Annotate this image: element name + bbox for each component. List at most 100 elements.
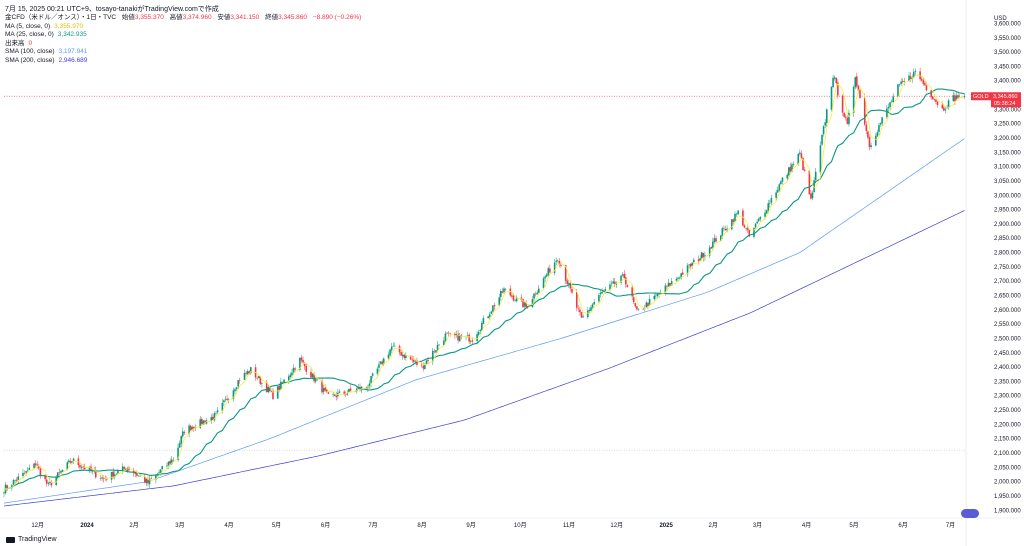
candle-body[interactable]: [737, 210, 739, 215]
candle-body[interactable]: [759, 217, 762, 220]
candle-body[interactable]: [588, 309, 591, 312]
candle-body[interactable]: [686, 265, 689, 275]
candle-body[interactable]: [349, 388, 352, 391]
candle-body[interactable]: [837, 82, 839, 96]
candle-body[interactable]: [144, 476, 146, 483]
candle-body[interactable]: [724, 228, 727, 231]
candle-body[interactable]: [721, 228, 724, 237]
candle-body[interactable]: [526, 307, 529, 308]
candle-body[interactable]: [803, 169, 806, 171]
candle-body[interactable]: [634, 302, 637, 307]
candle-body[interactable]: [857, 85, 860, 91]
candle-body[interactable]: [403, 354, 406, 358]
candle-body[interactable]: [106, 479, 108, 480]
candle-body[interactable]: [288, 376, 290, 381]
candle-body[interactable]: [101, 477, 103, 479]
candle-body[interactable]: [15, 479, 18, 481]
candle-body[interactable]: [914, 71, 917, 72]
candle-body[interactable]: [503, 288, 505, 292]
candle-body[interactable]: [670, 281, 673, 286]
candle-body[interactable]: [159, 469, 162, 474]
candle-body[interactable]: [941, 104, 944, 109]
candle-body[interactable]: [802, 158, 804, 171]
candle-body[interactable]: [433, 351, 436, 353]
candle-body[interactable]: [645, 302, 648, 308]
candle-body[interactable]: [580, 311, 583, 318]
candle-body[interactable]: [512, 295, 515, 301]
candle-body[interactable]: [892, 96, 895, 103]
candle-body[interactable]: [305, 365, 308, 372]
candle-body[interactable]: [599, 292, 602, 295]
candle-body[interactable]: [333, 394, 336, 397]
candle-body[interactable]: [498, 297, 501, 306]
candle-body[interactable]: [863, 97, 866, 125]
candle-body[interactable]: [504, 288, 507, 290]
candle-body[interactable]: [800, 153, 803, 159]
candle-body[interactable]: [14, 480, 16, 481]
candle-body[interactable]: [458, 335, 461, 342]
candle-body[interactable]: [300, 357, 303, 361]
candle-body[interactable]: [590, 307, 592, 311]
tradingview-brand[interactable]: TradingView: [6, 536, 57, 543]
candle-body[interactable]: [238, 379, 241, 381]
ma25-line[interactable]: [3, 88, 965, 493]
candle-body[interactable]: [289, 374, 292, 378]
candle-body[interactable]: [678, 277, 681, 279]
candle-body[interactable]: [169, 460, 171, 464]
candle-body[interactable]: [183, 432, 186, 433]
candle-body[interactable]: [881, 117, 883, 124]
candle-body[interactable]: [69, 461, 72, 463]
candle-body[interactable]: [61, 469, 64, 472]
candle-body[interactable]: [925, 85, 928, 91]
candle-body[interactable]: [789, 166, 792, 172]
candle-body[interactable]: [723, 228, 725, 229]
candle-body[interactable]: [281, 382, 284, 383]
candle-body[interactable]: [112, 471, 114, 478]
candle-body[interactable]: [232, 390, 235, 400]
candle-body[interactable]: [947, 100, 950, 108]
candle-body[interactable]: [500, 290, 502, 297]
candle-body[interactable]: [189, 425, 192, 431]
candle-body[interactable]: [392, 346, 395, 347]
candle-body[interactable]: [88, 467, 91, 470]
candle-body[interactable]: [754, 223, 757, 228]
candle-body[interactable]: [134, 472, 137, 474]
candle-body[interactable]: [604, 289, 607, 291]
candle-body[interactable]: [156, 473, 159, 475]
candle-body[interactable]: [626, 285, 629, 288]
candle-body[interactable]: [612, 281, 614, 284]
candle-body[interactable]: [427, 359, 429, 361]
candle-body[interactable]: [66, 462, 69, 470]
candle-body[interactable]: [257, 376, 260, 379]
candle-body[interactable]: [623, 273, 626, 278]
candle-body[interactable]: [446, 332, 448, 334]
candle-body[interactable]: [68, 460, 70, 463]
candle-body[interactable]: [542, 278, 545, 289]
candle-body[interactable]: [833, 77, 836, 79]
candle-body[interactable]: [346, 392, 349, 395]
candle-body[interactable]: [283, 379, 285, 383]
candle-body[interactable]: [735, 213, 738, 215]
candle-body[interactable]: [291, 372, 293, 376]
candle-body[interactable]: [922, 80, 925, 84]
candle-body[interactable]: [770, 198, 773, 203]
candle-body[interactable]: [764, 212, 766, 217]
candle-body[interactable]: [710, 247, 713, 249]
candle-body[interactable]: [245, 372, 247, 374]
candle-body[interactable]: [17, 476, 20, 481]
candle-body[interactable]: [400, 352, 402, 356]
candle-body[interactable]: [924, 83, 926, 86]
candle-body[interactable]: [931, 96, 934, 100]
candle-body[interactable]: [700, 252, 703, 259]
candle-body[interactable]: [490, 311, 493, 314]
candle-body[interactable]: [900, 81, 902, 84]
candle-body[interactable]: [791, 164, 793, 172]
candle-body[interactable]: [180, 436, 183, 444]
candle-body[interactable]: [235, 387, 238, 390]
candle-body[interactable]: [34, 463, 37, 466]
candle-body[interactable]: [327, 392, 330, 394]
candle-body[interactable]: [746, 228, 749, 230]
candle-body[interactable]: [447, 332, 450, 334]
candle-body[interactable]: [381, 361, 383, 365]
candle-body[interactable]: [577, 308, 580, 309]
